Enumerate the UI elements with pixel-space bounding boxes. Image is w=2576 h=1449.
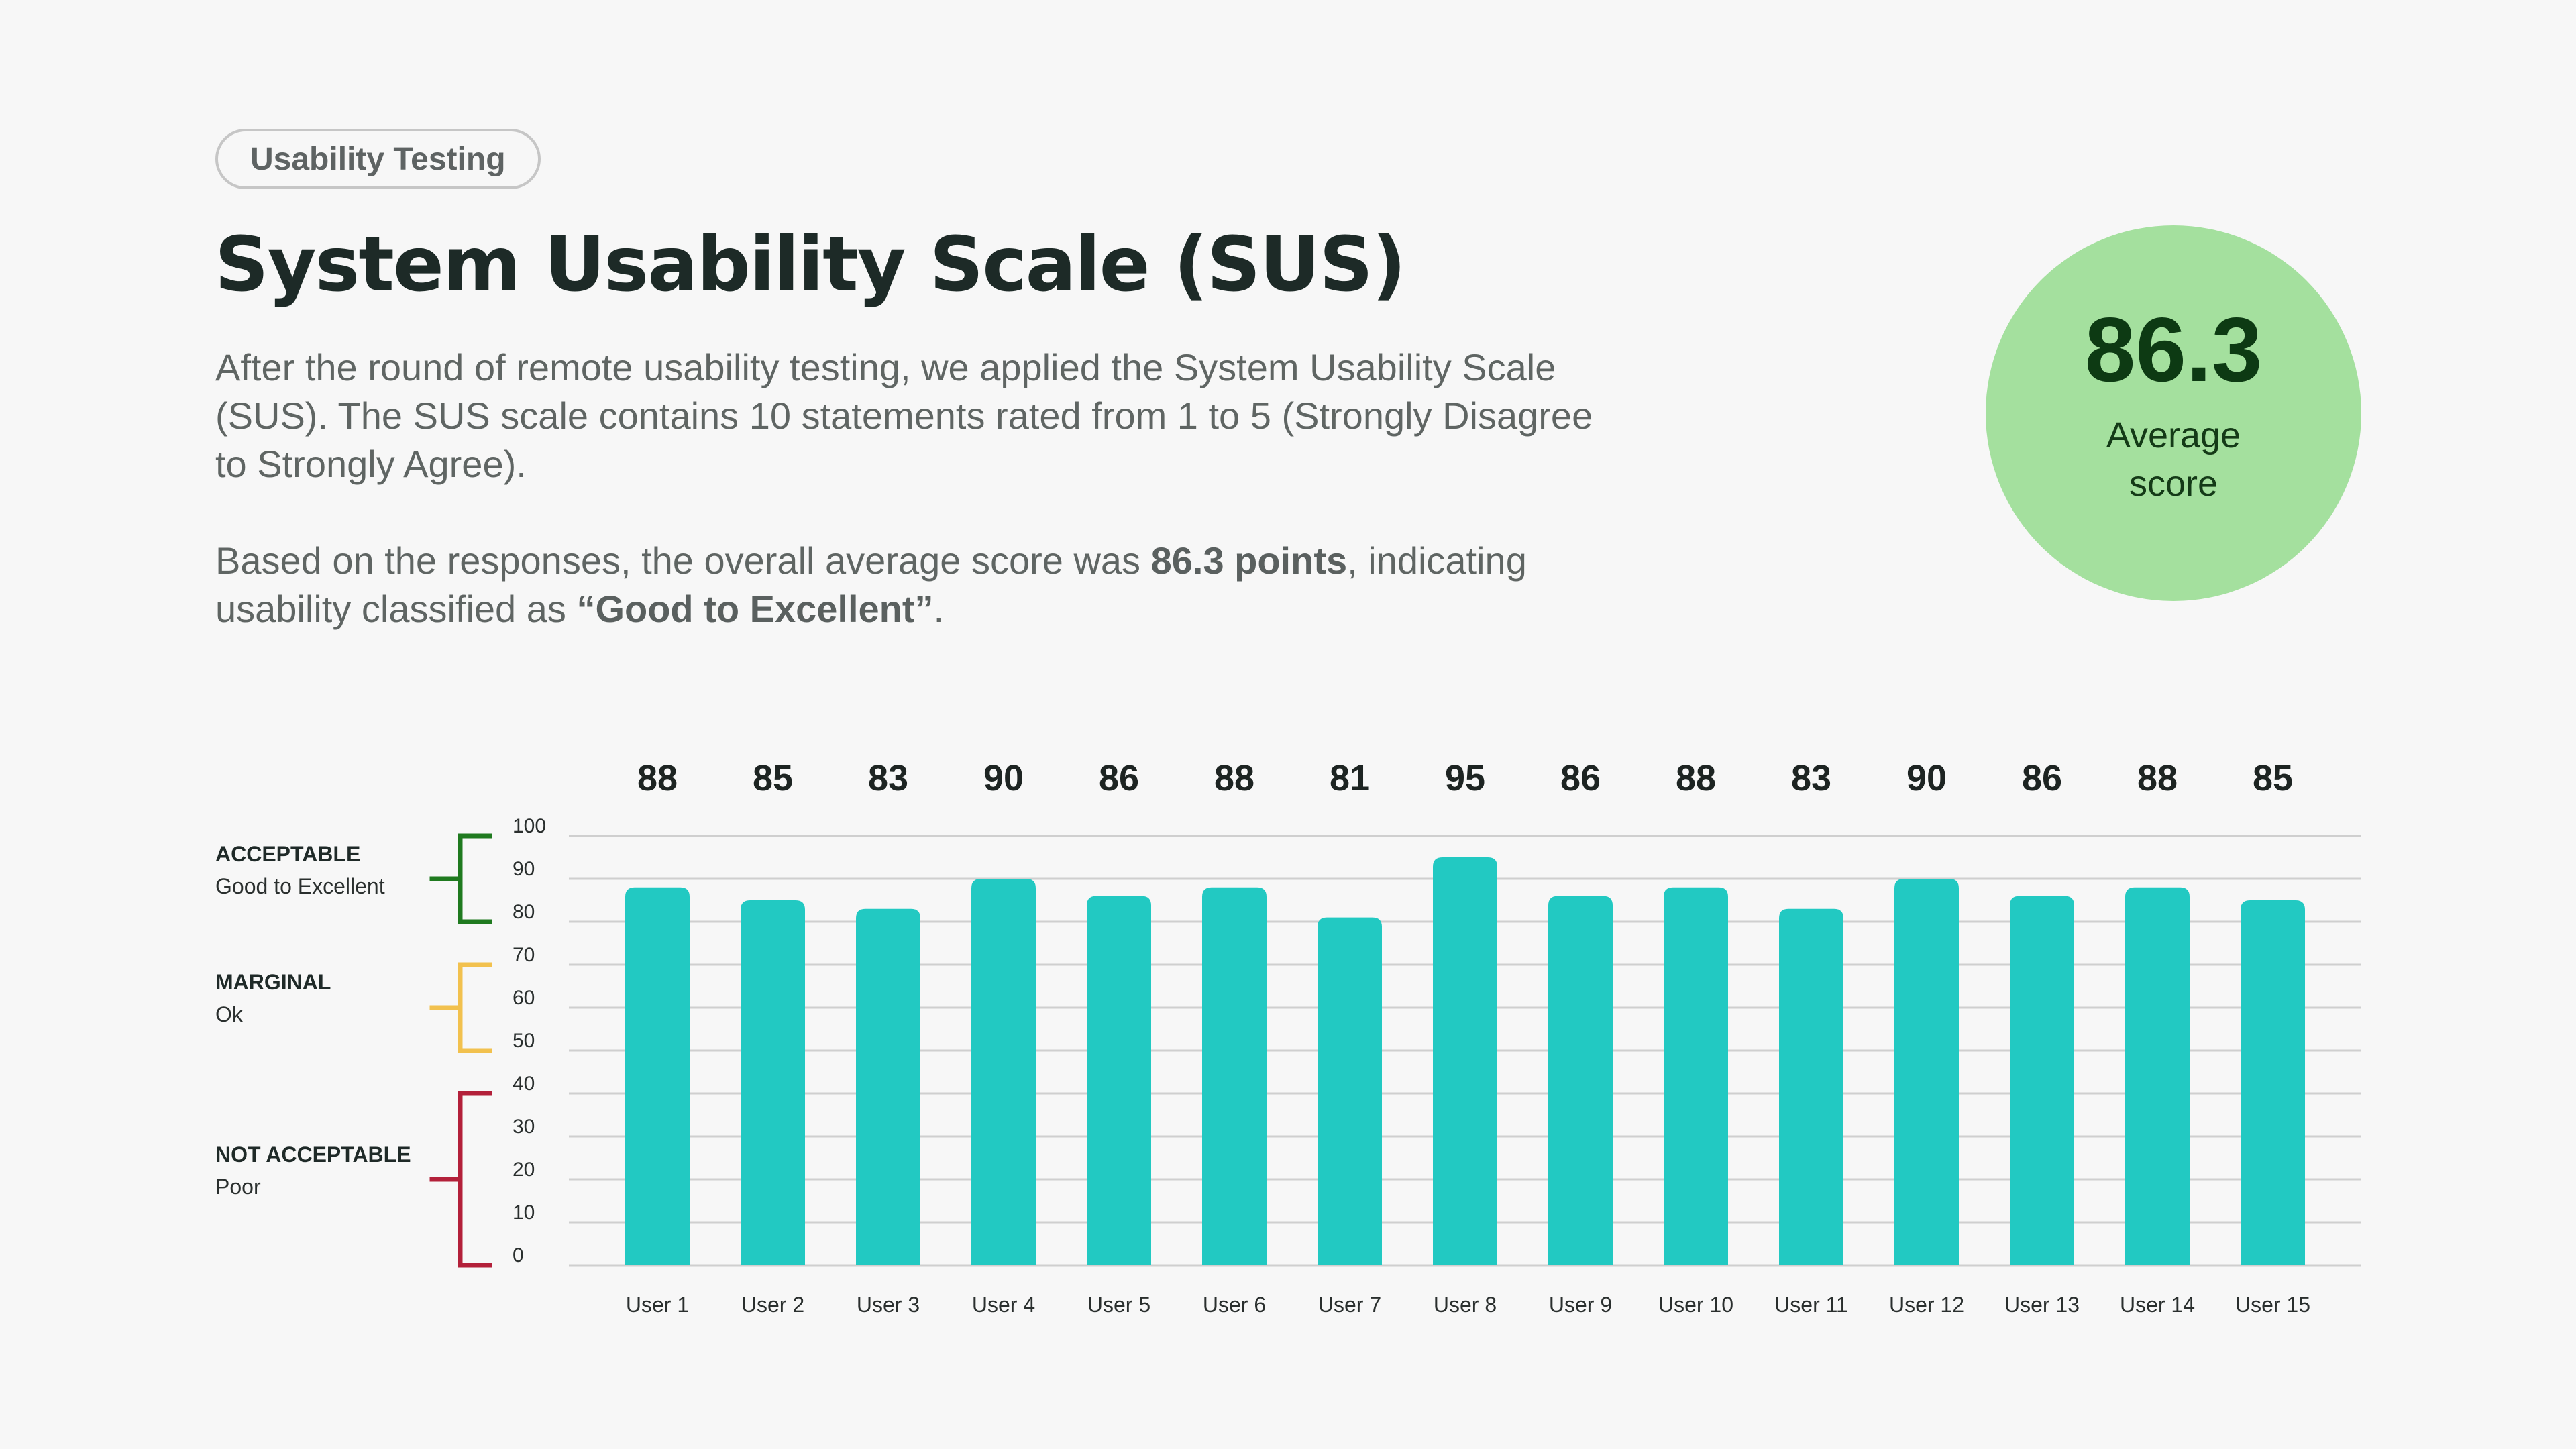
bar [2010, 896, 2074, 1265]
x-tick-label: User 6 [1203, 1293, 1266, 1317]
band-not-acceptable-title: NOT ACCEPTABLE [215, 1142, 411, 1167]
average-score-badge: 86.3 Average score [1986, 225, 2361, 601]
data-label: 95 [1445, 758, 1485, 798]
bar [971, 879, 1036, 1265]
bar [1548, 896, 1613, 1265]
band-marginal-subtitle: Ok [215, 1002, 243, 1026]
data-label: 85 [753, 758, 793, 798]
y-tick-label: 50 [513, 1030, 535, 1052]
classification-highlight: “Good to Excellent” [576, 588, 934, 630]
data-label: 90 [1907, 758, 1947, 798]
x-tick-label: User 9 [1549, 1293, 1612, 1317]
page-title: System Usability Scale (SUS) [215, 221, 1406, 309]
average-score-value: 86.3 [2084, 299, 2263, 400]
bar [625, 887, 690, 1265]
result-paragraph: Based on the responses, the overall aver… [215, 539, 1527, 630]
x-tick-label: User 13 [2004, 1293, 2080, 1317]
intro-paragraph: After the round of remote usability test… [215, 346, 1593, 485]
y-tick-label: 90 [513, 858, 535, 880]
data-label: 88 [637, 758, 678, 798]
data-label: 88 [1676, 758, 1716, 798]
bar [2125, 887, 2190, 1265]
x-tick-label: User 4 [972, 1293, 1035, 1317]
data-label: 86 [1560, 758, 1601, 798]
x-tick-label: User 12 [1889, 1293, 1964, 1317]
data-label: 88 [2137, 758, 2178, 798]
y-tick-label: 100 [513, 815, 546, 837]
data-label: 86 [2022, 758, 2062, 798]
y-tick-label: 70 [513, 944, 535, 966]
y-tick-label: 0 [513, 1244, 524, 1267]
bar [1433, 857, 1497, 1265]
y-tick-label: 40 [513, 1073, 535, 1095]
bar [2241, 900, 2305, 1265]
data-label: 90 [983, 758, 1024, 798]
data-label: 83 [868, 758, 908, 798]
band-acceptable-subtitle: Good to Excellent [215, 874, 385, 898]
data-label: 83 [1791, 758, 1831, 798]
x-tick-label: User 10 [1658, 1293, 1733, 1317]
average-score-label: Average score [2106, 415, 2241, 504]
x-tick-label: User 11 [1774, 1293, 1848, 1317]
bar [1664, 887, 1728, 1265]
bar [1202, 887, 1267, 1265]
y-tick-label: 80 [513, 901, 535, 923]
bar [1087, 896, 1151, 1265]
x-tick-label: User 3 [857, 1293, 920, 1317]
score-highlight: 86.3 points [1150, 539, 1348, 582]
x-tick-label: User 1 [626, 1293, 689, 1317]
bar [1779, 908, 1843, 1265]
x-tick-label: User 5 [1087, 1293, 1150, 1317]
data-label: 88 [1214, 758, 1254, 798]
band-bracket-2 [429, 1091, 492, 1268]
band-not-acceptable-subtitle: Poor [215, 1175, 261, 1199]
data-label: 81 [1330, 758, 1370, 798]
bar [1894, 879, 1959, 1265]
bar [741, 900, 805, 1265]
x-tick-label: User 8 [1434, 1293, 1497, 1317]
section-tag: Usability Testing [215, 129, 541, 189]
band-bracket-0 [429, 833, 492, 924]
y-tick-label: 20 [513, 1159, 535, 1181]
data-label: 85 [2253, 758, 2293, 798]
y-tick-label: 60 [513, 987, 535, 1009]
data-label: 86 [1099, 758, 1139, 798]
band-bracket-1 [429, 962, 492, 1053]
x-tick-label: User 2 [741, 1293, 804, 1317]
band-acceptable-title: ACCEPTABLE [215, 842, 361, 866]
bar [1318, 917, 1382, 1265]
x-tick-label: User 14 [2120, 1293, 2195, 1317]
x-tick-label: User 7 [1318, 1293, 1381, 1317]
x-tick-label: User 15 [2235, 1293, 2310, 1317]
y-tick-label: 10 [513, 1201, 535, 1224]
bar [856, 908, 920, 1265]
y-tick-label: 30 [513, 1116, 535, 1138]
band-marginal-title: MARGINAL [215, 970, 331, 994]
